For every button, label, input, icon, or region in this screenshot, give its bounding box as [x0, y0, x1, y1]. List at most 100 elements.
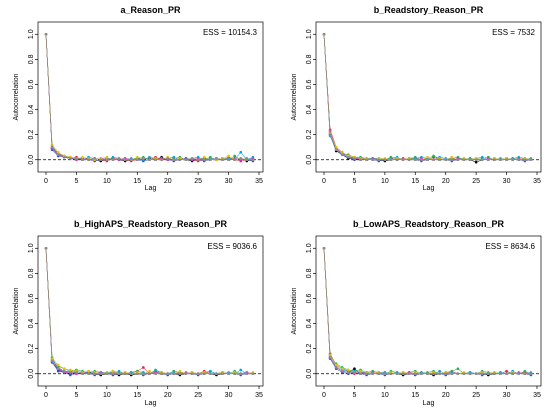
x-tick-label: 30: [225, 392, 233, 399]
x-tick-label: 30: [503, 178, 511, 185]
series-1: [322, 32, 533, 164]
data-point: [50, 359, 54, 363]
x-tick-label: 35: [255, 392, 263, 399]
x-tick-label: 10: [381, 178, 389, 185]
data-point: [438, 369, 441, 373]
data-point: [487, 372, 490, 376]
data-point: [233, 158, 236, 162]
data-point: [154, 372, 157, 376]
data-point: [511, 158, 514, 162]
chart-panel-2: b_Readstory_Reason_PR ESS = 7532 0 5 10 15 20 2…: [291, 5, 542, 192]
data-point: [499, 158, 502, 162]
data-point: [340, 367, 344, 371]
series-5: [44, 32, 255, 162]
data-point: [365, 372, 368, 376]
data-point: [81, 158, 84, 162]
data-point: [81, 155, 84, 159]
data-point: [347, 155, 350, 159]
data-point: [462, 372, 466, 376]
data-point: [148, 369, 151, 373]
data-point: [166, 157, 170, 160]
data-point: [413, 158, 417, 162]
data-point: [221, 158, 224, 162]
x-axis-label: Lag: [145, 185, 157, 192]
x-tick-label: 20: [442, 178, 450, 185]
x-tick-label: 0: [322, 392, 326, 399]
data-point: [523, 369, 527, 373]
x-tick-label: 5: [74, 178, 78, 185]
data-point: [56, 150, 60, 154]
data-point: [135, 155, 139, 159]
y-tick-label: 0.6: [306, 79, 313, 89]
y-tick-label: 0.8: [28, 54, 35, 64]
series-line: [323, 34, 531, 161]
data-point: [69, 373, 72, 377]
series-line: [323, 248, 531, 375]
data-point: [365, 158, 368, 162]
data-point: [239, 372, 243, 376]
series-6: [322, 32, 533, 162]
data-point: [505, 158, 508, 162]
data-point: [44, 32, 48, 36]
data-point: [480, 155, 484, 159]
y-axis-label: Autocorrelation: [291, 287, 298, 334]
x-tick-label: 20: [164, 392, 172, 399]
data-point: [426, 158, 429, 162]
data-point: [474, 372, 478, 376]
ess-annotation: ESS = 8634.6: [485, 242, 535, 251]
series-4: [44, 32, 255, 163]
data-point: [105, 372, 109, 376]
data-point: [209, 372, 212, 376]
series-2: [322, 246, 533, 376]
series-2: [44, 246, 255, 376]
series-5: [322, 246, 533, 376]
chart-title: a_Reason_PR: [120, 5, 181, 15]
series-line: [323, 34, 531, 161]
x-axis-label: Lag: [145, 400, 157, 407]
data-point: [347, 368, 350, 372]
y-tick-label: 1.0: [306, 29, 313, 39]
data-point: [166, 372, 170, 376]
series-7: [44, 246, 255, 376]
plot-frame: [37, 21, 264, 173]
data-point: [401, 158, 405, 162]
data-point: [474, 160, 478, 164]
data-point: [389, 158, 393, 162]
data-point: [407, 158, 411, 162]
chart-title: b_LowAPS_Readstory_Reason_PR: [353, 219, 505, 229]
series-1: [322, 246, 533, 377]
x-axis-label: Lag: [423, 400, 435, 407]
chart-title: b_HighAPS_Readstory_Reason_PR: [74, 219, 228, 229]
data-point: [209, 158, 212, 162]
plot-frame: [37, 235, 264, 387]
y-axis-label: Autocorrelation: [291, 73, 298, 120]
series-line: [45, 248, 253, 375]
data-point: [523, 372, 527, 376]
y-tick-label: 0.2: [28, 130, 35, 140]
data-point: [328, 356, 332, 359]
series-4: [322, 246, 533, 377]
series-line: [323, 248, 531, 375]
data-point: [56, 369, 60, 373]
data-point: [123, 372, 127, 376]
series-line: [45, 248, 253, 376]
data-point: [227, 154, 230, 158]
y-tick-label: 0.0: [28, 369, 35, 379]
data-point: [353, 157, 356, 160]
data-point: [69, 371, 72, 374]
data-point: [172, 158, 176, 162]
data-point: [438, 372, 441, 376]
ess-annotation: ESS = 9036.6: [207, 242, 257, 251]
data-point: [371, 369, 374, 373]
series-line: [323, 248, 531, 375]
data-point: [426, 372, 429, 376]
data-point: [450, 372, 454, 376]
data-point: [142, 366, 145, 369]
series-line: [323, 34, 531, 162]
data-point: [233, 372, 236, 376]
data-point: [444, 372, 448, 376]
x-tick-label: 10: [103, 392, 111, 399]
data-point: [480, 158, 484, 162]
x-tick-label: 25: [194, 178, 202, 185]
data-point: [62, 155, 66, 159]
